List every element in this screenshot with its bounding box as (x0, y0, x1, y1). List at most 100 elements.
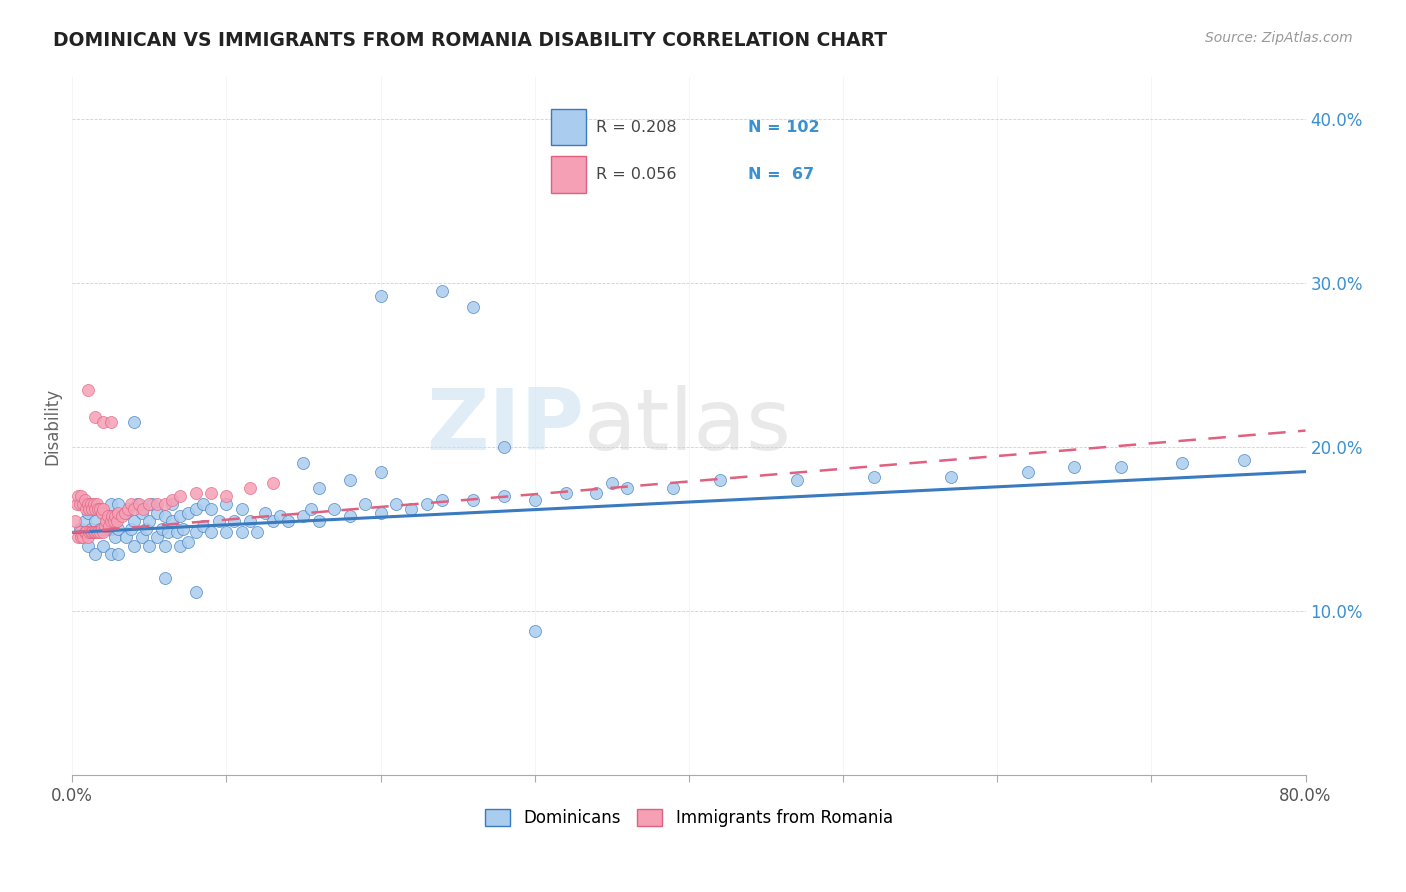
Point (238, 514, 260, 528)
Point (238, 481, 260, 495)
Point (231, 525, 253, 540)
Point (169, 508, 191, 523)
Point (89, 525, 111, 540)
Point (90, 506, 112, 520)
Point (70, 530, 93, 544)
Point (76, 498, 98, 512)
Point (138, 539, 160, 553)
Point (184, 584, 207, 599)
Point (66, 498, 89, 512)
Point (94, 514, 117, 528)
Point (184, 502, 207, 516)
Point (73, 514, 96, 528)
Point (200, 502, 222, 516)
Point (103, 514, 125, 528)
Point (162, 498, 184, 512)
Point (616, 481, 638, 495)
Point (120, 498, 142, 512)
Point (162, 514, 184, 528)
Point (523, 624, 546, 638)
Point (299, 502, 322, 516)
Point (246, 525, 269, 540)
Point (292, 457, 315, 471)
Point (339, 473, 361, 487)
Point (432, 284, 454, 298)
Point (401, 502, 423, 516)
Point (107, 498, 129, 512)
Point (86, 525, 108, 540)
Point (523, 492, 546, 507)
Point (73, 525, 96, 540)
Point (91, 539, 114, 553)
Point (153, 498, 176, 512)
Point (82, 525, 104, 540)
Point (600, 476, 623, 491)
Point (370, 289, 392, 303)
Point (269, 508, 291, 523)
Point (150, 522, 173, 536)
Point (262, 514, 284, 528)
Point (308, 514, 330, 528)
Point (70, 489, 93, 503)
Point (215, 498, 238, 512)
Point (87, 525, 110, 540)
Point (153, 508, 176, 523)
Point (385, 498, 408, 512)
Point (76, 383, 98, 397)
Point (1171, 457, 1194, 471)
Point (84, 525, 107, 540)
Point (184, 486, 207, 500)
Point (122, 514, 145, 528)
Point (100, 514, 122, 528)
Point (585, 486, 607, 500)
Point (177, 506, 200, 520)
Point (67, 530, 90, 544)
Point (1109, 459, 1132, 474)
Point (76, 506, 98, 520)
Point (104, 530, 127, 544)
Point (177, 535, 200, 549)
Point (107, 506, 129, 520)
Point (87, 502, 110, 516)
Point (65, 514, 87, 528)
Point (146, 498, 169, 512)
Point (100, 522, 122, 536)
Point (107, 547, 129, 561)
Point (131, 530, 153, 544)
Point (215, 525, 238, 540)
Point (84, 547, 107, 561)
Point (200, 486, 222, 500)
Point (138, 514, 160, 528)
Point (75, 502, 97, 516)
Point (162, 492, 184, 507)
Point (172, 522, 194, 536)
Point (76, 530, 98, 544)
Point (91, 506, 114, 520)
Point (89, 502, 111, 516)
Point (863, 469, 886, 483)
Point (105, 514, 128, 528)
Point (1063, 459, 1085, 474)
Point (101, 508, 124, 523)
Text: atlas: atlas (583, 385, 792, 468)
Point (128, 498, 150, 512)
Point (169, 489, 191, 503)
Point (115, 530, 138, 544)
Point (1233, 453, 1256, 467)
Point (91, 415, 114, 429)
Point (73, 492, 96, 507)
Point (461, 301, 484, 315)
Point (115, 506, 138, 520)
Point (122, 539, 145, 553)
Point (77, 525, 100, 540)
Point (492, 440, 515, 454)
Point (153, 571, 176, 585)
Point (67, 489, 90, 503)
Point (166, 525, 188, 540)
Point (72, 530, 94, 544)
Point (94, 522, 117, 536)
Point (146, 506, 169, 520)
Legend: Dominicans, Immigrants from Romania: Dominicans, Immigrants from Romania (478, 802, 900, 833)
Point (72, 498, 94, 512)
Point (91, 502, 114, 516)
